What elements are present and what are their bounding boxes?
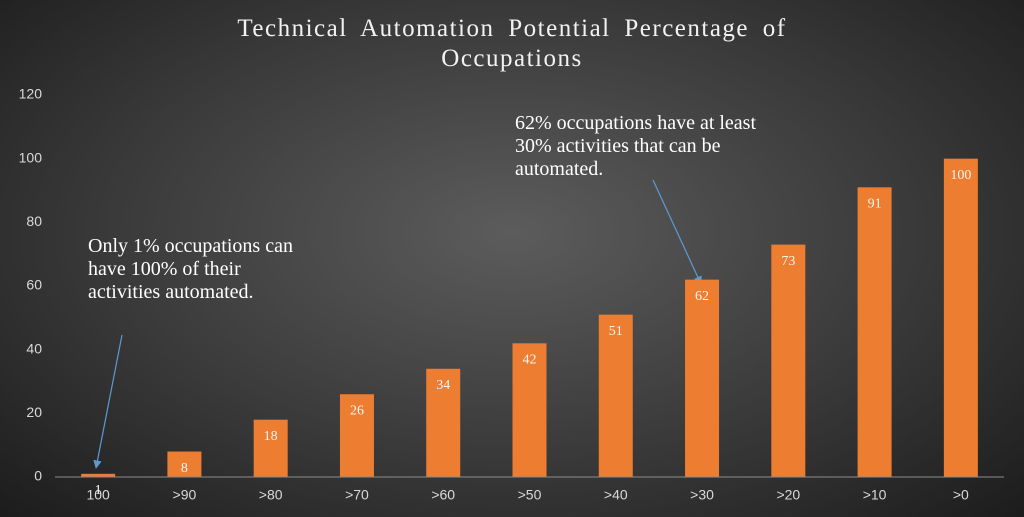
bar <box>426 368 461 477</box>
x-tick-label: >50 <box>518 487 542 503</box>
annotation: 62% occupations have at least 30% activi… <box>515 112 757 180</box>
x-tick-label: >70 <box>345 487 369 503</box>
data-label: 100 <box>950 168 971 183</box>
data-label: 91 <box>868 197 882 212</box>
y-tick-label: 20 <box>26 404 42 420</box>
bar <box>685 279 720 477</box>
x-tick-label: 100 <box>86 487 110 503</box>
annotation-arrow <box>652 179 702 285</box>
x-tick-label: >0 <box>953 487 969 503</box>
x-tick-label: >90 <box>173 487 197 503</box>
data-label: 8 <box>181 461 188 476</box>
chart-title: Technical Automation Potential Percentag… <box>237 15 787 72</box>
bar <box>167 451 202 477</box>
data-label: 62 <box>695 289 709 304</box>
bar <box>771 244 806 477</box>
y-tick-label: 40 <box>26 340 42 356</box>
x-tick-label: >10 <box>863 487 887 503</box>
x-tick-label: >40 <box>604 487 628 503</box>
data-label: 34 <box>436 378 450 393</box>
y-tick-label: 120 <box>19 86 43 102</box>
y-tick-label: 0 <box>34 468 42 484</box>
bar <box>253 419 288 477</box>
x-tick-label: >20 <box>776 487 800 503</box>
annotation: Only 1% occupations can have 100% of the… <box>88 235 293 303</box>
data-label: 18 <box>264 429 278 444</box>
x-tick-label: >60 <box>431 487 455 503</box>
data-label: 73 <box>781 254 795 269</box>
data-label: 42 <box>523 353 537 368</box>
bar <box>598 314 633 477</box>
y-tick-label: 100 <box>19 149 43 165</box>
y-tick-label: 60 <box>26 277 42 293</box>
bar <box>943 158 978 477</box>
bar <box>512 343 547 477</box>
data-label: 51 <box>609 324 623 339</box>
data-label: 1 <box>95 483 102 498</box>
bar <box>81 473 116 477</box>
x-tick-label: >80 <box>259 487 283 503</box>
bar <box>857 187 892 478</box>
y-tick-label: 80 <box>26 213 42 229</box>
bar <box>339 394 374 477</box>
x-tick-label: >30 <box>690 487 714 503</box>
data-label: 26 <box>350 403 364 418</box>
annotation-arrow <box>93 334 123 469</box>
